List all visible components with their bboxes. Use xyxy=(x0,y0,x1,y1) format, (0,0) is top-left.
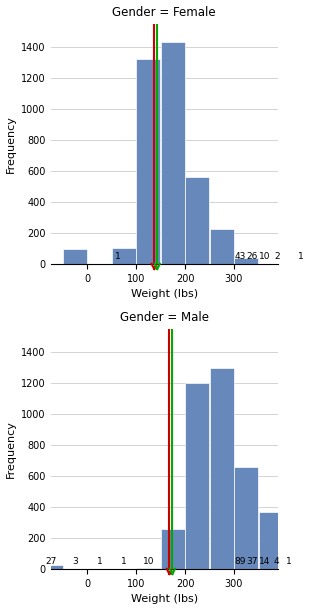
Title: Gender = Female: Gender = Female xyxy=(113,5,216,18)
X-axis label: Weight (lbs): Weight (lbs) xyxy=(131,289,198,300)
Bar xyxy=(185,383,209,569)
Text: 10: 10 xyxy=(143,558,154,566)
Text: 1: 1 xyxy=(286,558,292,566)
Text: 1: 1 xyxy=(121,558,127,566)
Text: 3: 3 xyxy=(72,558,78,566)
Text: 43: 43 xyxy=(234,253,246,261)
Y-axis label: Frequency: Frequency xyxy=(6,115,16,173)
Bar xyxy=(234,467,258,569)
Text: 27: 27 xyxy=(45,558,56,566)
Text: 89: 89 xyxy=(234,558,246,566)
Text: 26: 26 xyxy=(247,253,258,261)
Bar xyxy=(112,248,136,264)
Bar xyxy=(137,59,160,264)
Text: 1: 1 xyxy=(298,253,304,261)
X-axis label: Weight (lbs): Weight (lbs) xyxy=(131,594,198,605)
Text: 2: 2 xyxy=(274,253,280,261)
Title: Gender = Male: Gender = Male xyxy=(120,310,209,323)
Bar xyxy=(259,512,283,569)
Y-axis label: Frequency: Frequency xyxy=(6,420,16,478)
Text: 37: 37 xyxy=(247,558,258,566)
Text: 14: 14 xyxy=(259,558,270,566)
Bar xyxy=(161,529,185,569)
Bar xyxy=(210,229,234,264)
Bar xyxy=(161,43,185,264)
Text: 1: 1 xyxy=(115,253,121,261)
Text: 1: 1 xyxy=(97,558,102,566)
Bar xyxy=(137,568,160,569)
Bar xyxy=(234,257,258,264)
Bar xyxy=(63,249,87,264)
Bar xyxy=(210,368,234,569)
Bar xyxy=(39,565,63,569)
Text: 10: 10 xyxy=(259,253,270,261)
Bar xyxy=(185,178,209,264)
Text: 4: 4 xyxy=(274,558,280,566)
